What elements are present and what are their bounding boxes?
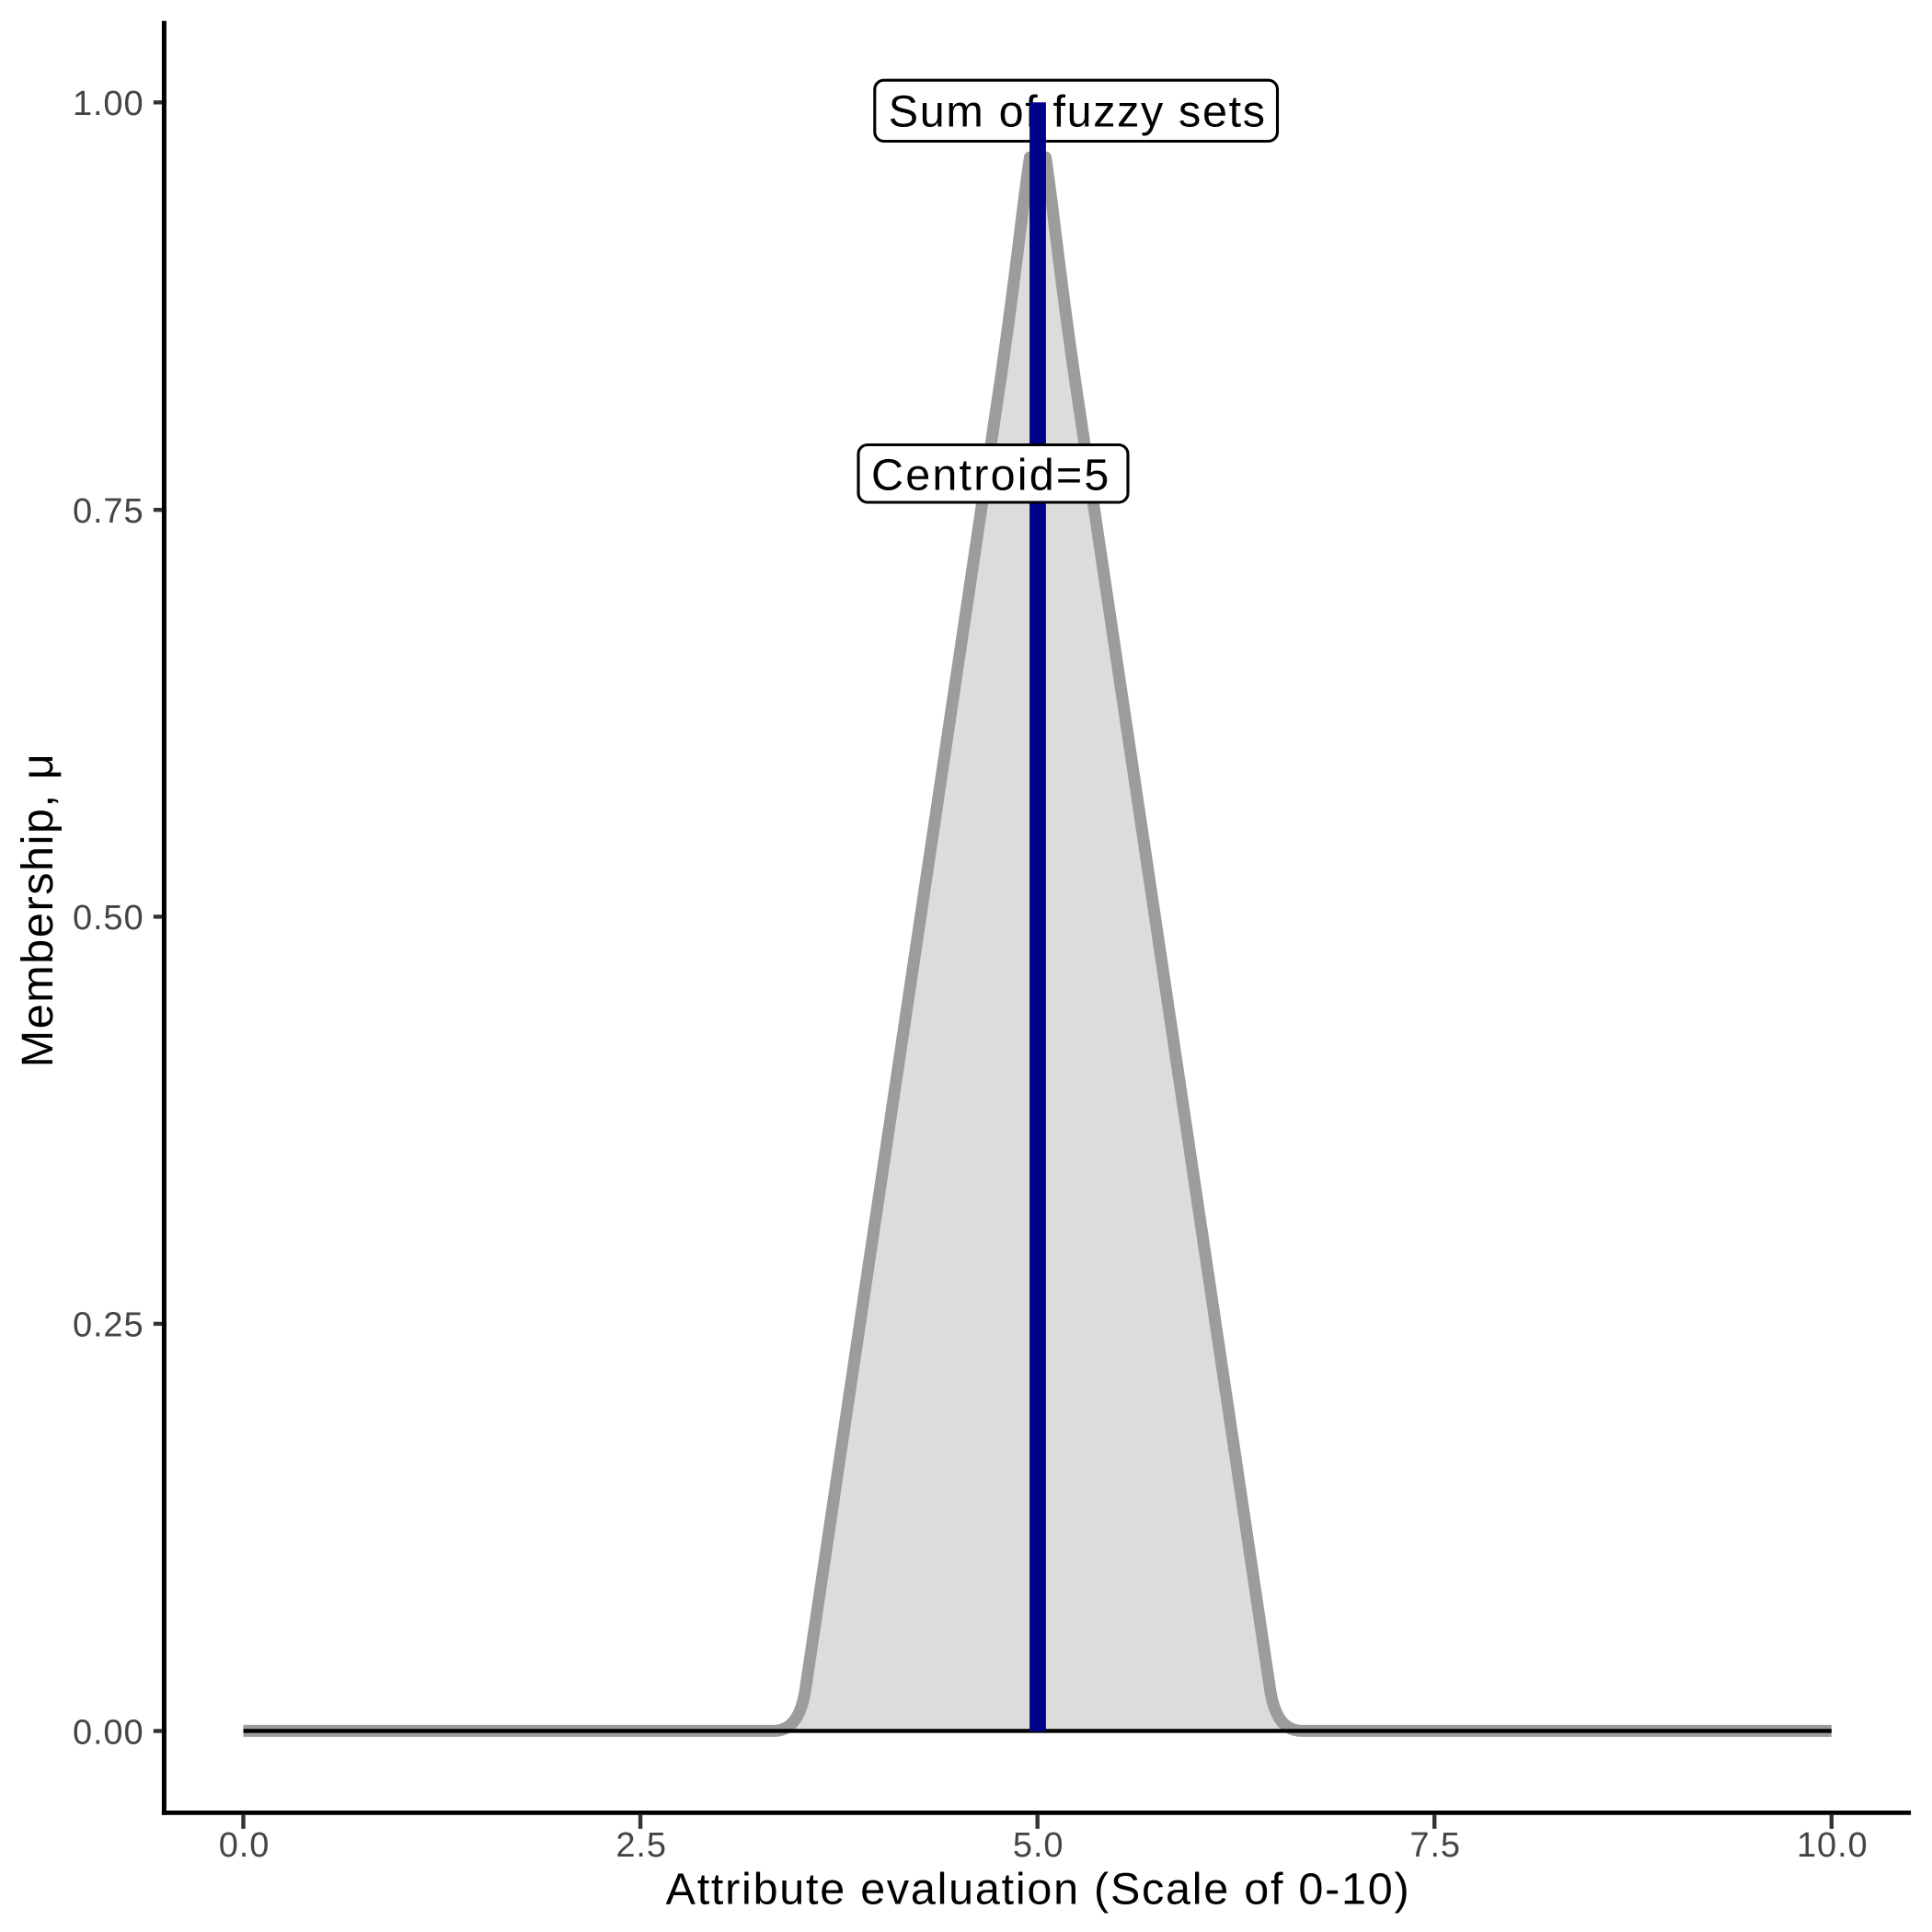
svg-text:Membership, μ: Membership, μ <box>13 753 63 1068</box>
svg-text:0.00: 0.00 <box>73 1713 144 1752</box>
svg-text:7.5: 7.5 <box>1409 1826 1461 1865</box>
svg-text:0.0: 0.0 <box>219 1826 270 1865</box>
svg-text:0.25: 0.25 <box>73 1306 144 1345</box>
svg-text:1.00: 1.00 <box>73 85 144 123</box>
svg-text:10.0: 10.0 <box>1797 1826 1869 1865</box>
svg-text:0.50: 0.50 <box>73 899 144 937</box>
svg-text:5.0: 5.0 <box>1013 1826 1064 1865</box>
svg-text:Attribute evaluation (Scale of: Attribute evaluation (Scale of 0-10) <box>666 1864 1411 1914</box>
svg-text:Sum of fuzzy sets: Sum of fuzzy sets <box>889 87 1267 137</box>
svg-text:0.75: 0.75 <box>73 492 144 531</box>
svg-text:Centroid=5: Centroid=5 <box>871 451 1111 500</box>
svg-text:2.5: 2.5 <box>615 1826 667 1865</box>
